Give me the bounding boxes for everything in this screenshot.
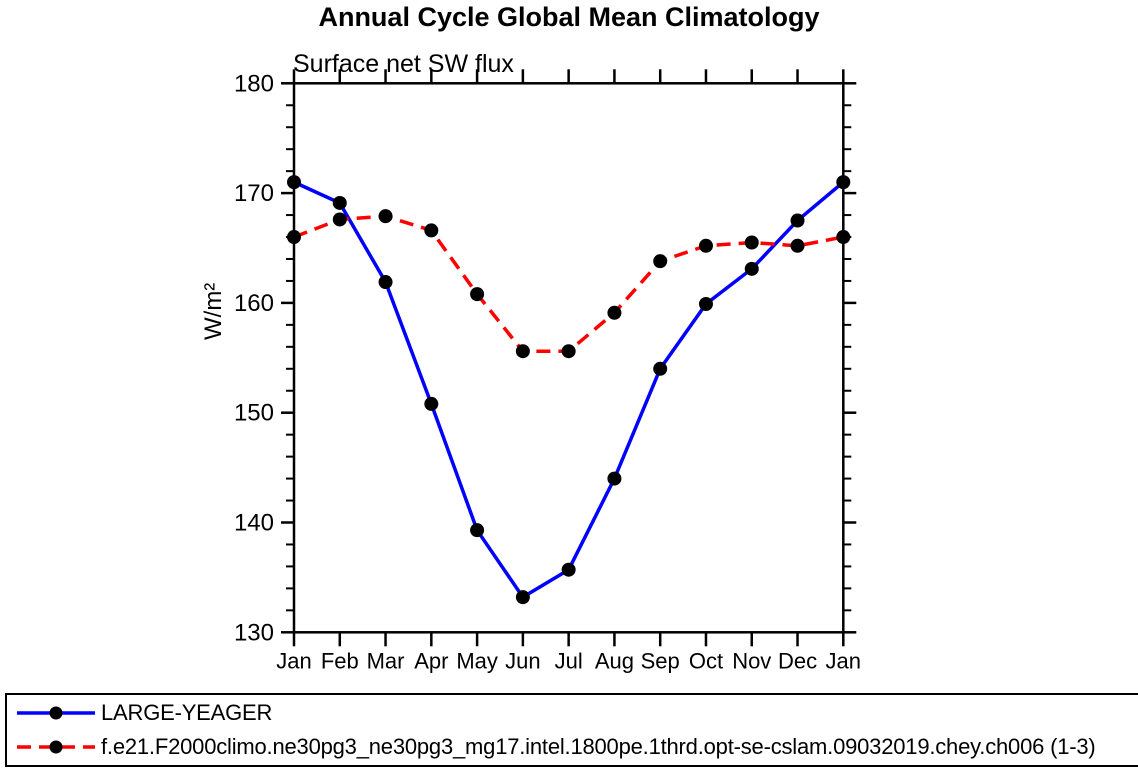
y-tick-label: 130 [234,619,274,646]
legend-item: LARGE-YEAGER [15,697,1138,729]
legend-marker-dot [49,740,63,754]
data-point-series-0 [561,562,576,577]
data-point-series-0 [287,175,301,190]
x-tick-label: Aug [595,648,634,673]
legend-marker-dot [49,706,63,720]
data-point-series-1 [470,287,485,302]
data-point-series-0 [653,361,668,376]
data-point-series-1 [332,212,347,227]
data-point-series-1 [378,209,393,224]
x-tick-label: Nov [732,648,771,673]
data-point-series-0 [790,213,805,228]
data-point-series-1 [561,344,576,359]
data-point-series-1 [515,344,530,359]
plot-area: 130 140 150 160 170 180 Jan Feb Mar Apr May Jun Jul A… [234,69,861,673]
data-point-series-1 [790,238,805,253]
data-point-series-0 [424,396,439,411]
data-point-series-0 [698,296,713,311]
x-tick-label: Mar [367,648,405,673]
x-tick-label: Jan [826,648,861,673]
y-tick-label: 140 [234,510,274,537]
data-point-series-0 [744,261,759,276]
data-point-series-1 [836,230,851,245]
data-point-series-0 [470,523,485,538]
data-point-series-1 [607,305,622,320]
legend-label: f.e21.F2000climo.ne30pg3_ne30pg3_mg17.in… [101,734,1096,759]
x-tick-label: Jan [276,648,311,673]
legend-box: LARGE-YEAGER f.e21.F2000climo.ne30pg3_ne… [5,693,1138,767]
data-point-series-1 [744,235,759,250]
data-point-series-0 [332,195,347,210]
series-line-1 [293,214,844,353]
data-point-series-1 [424,223,439,238]
x-tick-label: Sep [641,648,680,673]
legend-line-sample [17,706,95,720]
data-point-series-0 [607,471,622,486]
x-tick-label: May [456,648,498,673]
legend-item: f.e21.F2000climo.ne30pg3_ne30pg3_mg17.in… [15,731,1138,763]
data-point-series-0 [378,275,393,290]
data-point-series-1 [698,238,713,253]
y-tick-label: 180 [234,70,274,97]
data-point-series-1 [653,254,668,269]
y-tick-label: 170 [234,180,274,207]
data-point-series-0 [515,590,530,605]
x-tick-label: Feb [321,648,359,673]
x-tick-label: Jul [555,648,583,673]
y-tick-label: 150 [234,400,274,427]
x-tick-label: Apr [414,648,448,673]
x-tick-label: Dec [778,648,817,673]
x-tick-label: Jun [505,648,540,673]
data-point-series-0 [836,175,851,190]
page-title: Annual Cycle Global Mean Climatology [318,2,820,32]
data-point-series-1 [287,230,301,245]
legend-label: LARGE-YEAGER [101,700,273,725]
y-tick-label: 160 [234,290,274,317]
x-tick-label: Oct [689,648,723,673]
legend-line-sample [17,740,95,754]
chart-svg: 130 140 150 160 170 180 Jan Feb Mar Apr May Jun Jul A… [234,69,861,673]
